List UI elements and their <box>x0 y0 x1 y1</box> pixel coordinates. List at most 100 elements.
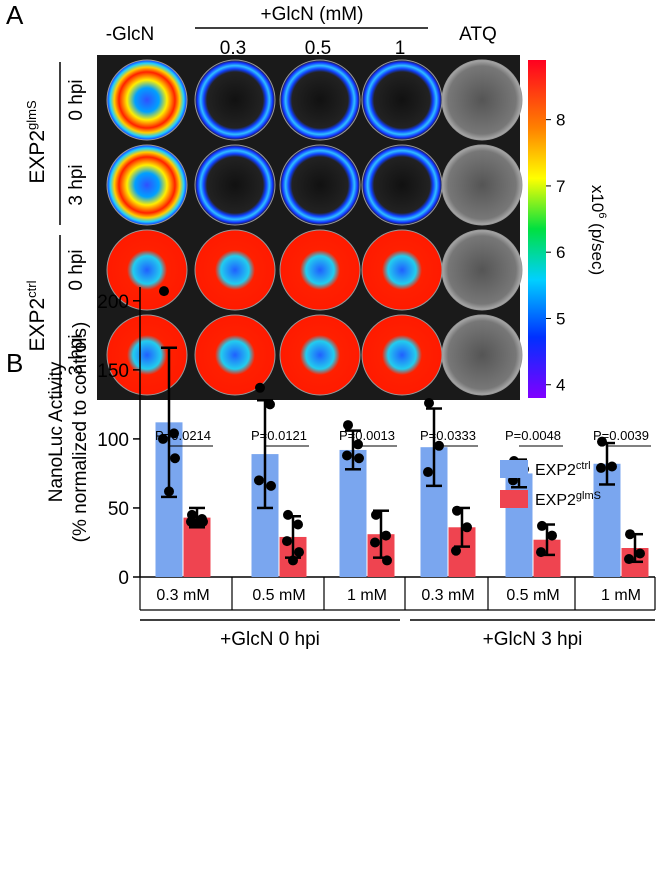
x-tick-label: 0.5 mM <box>506 587 559 604</box>
data-point <box>624 554 634 565</box>
data-point <box>192 518 202 529</box>
data-point <box>343 420 353 431</box>
x-tick-label: 1 mM <box>347 587 387 604</box>
well <box>194 59 276 141</box>
well <box>194 314 276 396</box>
data-point <box>596 462 606 473</box>
legend-label: EXP2glmS <box>535 490 601 509</box>
well <box>361 229 443 311</box>
col-header: ATQ <box>459 24 497 45</box>
colorbar-label-sup: 6 <box>596 212 608 218</box>
data-point <box>342 450 352 461</box>
row-group-label: EXP2glmS <box>24 100 49 184</box>
data-point <box>354 453 364 464</box>
data-point <box>537 520 547 531</box>
data-point <box>159 286 169 297</box>
p-value: P=0.0214 <box>155 428 211 443</box>
bar <box>505 473 533 577</box>
legend-swatch <box>500 490 528 508</box>
data-point <box>607 461 617 472</box>
data-point <box>169 428 179 439</box>
data-point <box>288 555 298 566</box>
p-value: P=0.0121 <box>251 428 307 443</box>
data-point <box>371 509 381 520</box>
col-header: -GlcN <box>106 24 155 45</box>
data-point <box>451 545 461 556</box>
legend-name: EXP2 <box>535 462 576 479</box>
legend-sup: glmS <box>576 490 601 502</box>
panel-label: B <box>6 348 23 378</box>
x-tick-label: 0.5 mM <box>252 587 305 604</box>
legend-label: EXP2ctrl <box>535 460 591 479</box>
data-point <box>452 505 462 516</box>
well <box>194 229 276 311</box>
group-label: +GlcN 0 hpi <box>220 629 320 650</box>
data-point <box>266 480 276 491</box>
well <box>106 314 188 396</box>
data-point <box>283 509 293 520</box>
row-label: 3 hpi <box>66 334 87 375</box>
colorbar-tick-label: 8 <box>556 111 565 130</box>
data-point <box>255 382 265 393</box>
colorbar-tick-label: 6 <box>556 243 565 262</box>
group-name: EXP2 <box>26 298 49 352</box>
well <box>361 144 443 226</box>
data-point <box>370 537 380 548</box>
panel-label: A <box>6 0 24 30</box>
data-point <box>170 453 180 464</box>
group-sup: ctrl <box>24 280 39 297</box>
data-point <box>265 399 275 410</box>
well <box>106 144 188 226</box>
well <box>361 59 443 141</box>
data-point <box>293 519 303 530</box>
data-point <box>635 548 645 559</box>
data-point <box>536 547 546 558</box>
colorbar <box>528 60 546 398</box>
well <box>279 229 361 311</box>
well <box>441 144 523 226</box>
row-group-label: EXP2ctrl <box>24 280 49 351</box>
colorbar-label-prefix: x10 <box>588 185 607 212</box>
data-point <box>353 439 363 450</box>
colorbar-tick-label: 5 <box>556 309 565 328</box>
data-point <box>547 530 557 541</box>
y-tick-label: 100 <box>97 430 129 451</box>
data-point <box>462 522 472 533</box>
well <box>441 229 523 311</box>
y-axis-label: (% normalized to controls) <box>70 322 91 543</box>
y-axis-label: NanoLuc Activity <box>46 361 67 502</box>
col-label: 1 <box>395 38 406 59</box>
legend-sup: ctrl <box>576 460 591 472</box>
data-point <box>254 475 264 486</box>
colorbar-tick-label: 4 <box>556 376 565 395</box>
data-point <box>382 555 392 566</box>
colorbar-label-suffix: (p/sec) <box>588 218 607 275</box>
x-tick-label: 1 mM <box>601 587 641 604</box>
well <box>194 144 276 226</box>
y-tick-label: 50 <box>108 499 129 520</box>
group-sup: glmS <box>24 100 39 130</box>
p-value: P=0.0333 <box>420 428 476 443</box>
well <box>279 144 361 226</box>
p-value: P=0.0013 <box>339 428 395 443</box>
data-point <box>423 467 433 478</box>
col-group: +GlcN (mM) <box>261 4 364 25</box>
data-point <box>164 486 174 497</box>
well <box>441 59 523 141</box>
y-tick-label: 0 <box>118 568 129 589</box>
col-label: 0.3 <box>220 38 246 59</box>
group-name: EXP2 <box>26 130 49 184</box>
well <box>279 314 361 396</box>
well <box>441 314 523 396</box>
y-tick-label: 200 <box>97 292 129 313</box>
data-point <box>282 536 292 547</box>
well <box>106 59 188 141</box>
p-value: P=0.0048 <box>505 428 561 443</box>
group-label: +GlcN 3 hpi <box>483 629 583 650</box>
data-point <box>158 433 168 444</box>
x-tick-label: 0.3 mM <box>421 587 474 604</box>
well <box>361 314 443 396</box>
data-point <box>294 547 304 558</box>
data-point <box>424 398 434 408</box>
